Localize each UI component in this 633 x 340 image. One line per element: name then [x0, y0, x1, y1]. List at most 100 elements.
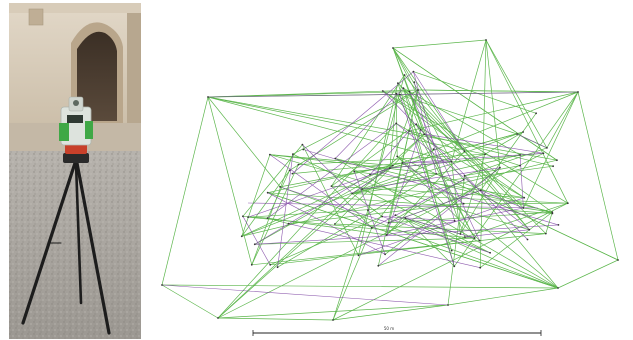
- traverse-line: [577, 91, 619, 261]
- observation-line: [463, 202, 568, 205]
- observation-line: [292, 89, 419, 155]
- secondary-observation-line: [382, 216, 455, 222]
- secondary-observation-line: [413, 71, 465, 152]
- observation-line: [545, 211, 553, 234]
- station-point: [401, 162, 404, 164]
- traverse-line: [161, 284, 559, 289]
- station-point: [450, 160, 453, 163]
- observation-line: [254, 167, 391, 245]
- secondary-observation-line: [267, 123, 397, 219]
- secondary-observation-line: [362, 167, 500, 190]
- station-point: [417, 89, 419, 91]
- observation-line: [267, 162, 403, 194]
- observation-line: [396, 156, 480, 241]
- station-point: [377, 264, 380, 267]
- station-point: [419, 128, 422, 131]
- station-point: [535, 112, 537, 115]
- observation-line: [382, 90, 553, 213]
- station-point: [617, 259, 619, 261]
- observation-line: [392, 47, 558, 161]
- station-point: [479, 189, 482, 192]
- station-point: [332, 319, 334, 321]
- secondary-observation-line: [277, 154, 294, 268]
- station-point: [161, 284, 163, 286]
- observation-line: [395, 214, 559, 289]
- observation-line: [523, 91, 579, 209]
- observation-line: [241, 154, 271, 237]
- traverse-line: [392, 47, 419, 91]
- observation-line: [207, 96, 486, 155]
- station-point: [330, 185, 333, 188]
- station-points: [161, 39, 619, 321]
- station-point: [288, 169, 291, 172]
- station-point: [519, 154, 521, 156]
- secondary-observation-line: [242, 216, 271, 265]
- station-point: [384, 253, 386, 256]
- station-point: [546, 147, 548, 149]
- station-point: [385, 234, 388, 236]
- secondary-observation-line: [414, 82, 437, 174]
- observation-line: [217, 193, 353, 319]
- station-point: [397, 82, 399, 84]
- secondary-observation-line: [269, 154, 372, 229]
- observation-line: [267, 192, 559, 289]
- station-point: [361, 188, 364, 191]
- observation-line: [413, 71, 537, 114]
- traverse-line: [447, 287, 559, 306]
- secondary-observation-line: [280, 186, 389, 224]
- observation-line: [395, 93, 398, 157]
- secondary-observation-line: [302, 144, 353, 194]
- station-point: [557, 224, 560, 226]
- observation-line: [389, 89, 419, 169]
- observation-line: [460, 154, 486, 235]
- observation-line: [403, 88, 422, 130]
- station-point: [370, 226, 373, 229]
- station-point: [367, 209, 369, 212]
- station-point: [391, 164, 394, 167]
- secondary-observation-line: [413, 71, 455, 221]
- station-point: [247, 216, 249, 219]
- observation-line: [292, 162, 403, 174]
- station-point: [297, 163, 300, 166]
- station-point: [279, 186, 281, 188]
- observation-line: [207, 96, 452, 162]
- station-point: [447, 304, 449, 306]
- observation-line: [352, 165, 554, 194]
- station-point: [398, 93, 401, 96]
- secondary-observation-line: [335, 87, 404, 159]
- secondary-observation-line: [519, 154, 524, 209]
- observation-line: [332, 209, 369, 321]
- tripod: [21, 161, 111, 335]
- station-point: [395, 122, 398, 125]
- secondary-observation-line: [424, 133, 544, 154]
- secondary-observation-line: [207, 91, 579, 98]
- station-point: [462, 178, 465, 181]
- station-point: [450, 249, 453, 252]
- observation-line: [267, 170, 290, 219]
- secondary-observation-line: [402, 162, 464, 204]
- observation-line: [454, 91, 579, 267]
- observation-line: [484, 131, 524, 155]
- station-point: [453, 265, 456, 268]
- observation-line: [378, 202, 568, 267]
- secondary-observation-line: [396, 123, 530, 230]
- observation-line: [362, 133, 518, 190]
- station-point: [269, 263, 272, 266]
- secondary-observation-line: [353, 171, 386, 255]
- station-point: [207, 96, 209, 98]
- station-point: [423, 133, 426, 135]
- observation-line: [251, 153, 294, 265]
- observation-line: [288, 203, 464, 225]
- station-point: [522, 131, 524, 133]
- secondary-observation-line: [288, 223, 481, 268]
- station-point: [357, 254, 360, 257]
- secondary-observation-line: [254, 174, 371, 245]
- station-point: [489, 251, 491, 254]
- station-point: [351, 192, 354, 195]
- station-point: [528, 228, 531, 231]
- secondary-observation-line: [248, 167, 390, 218]
- station-point: [566, 202, 569, 205]
- station-point: [302, 148, 305, 151]
- station-point: [551, 211, 554, 214]
- station-point: [395, 92, 398, 95]
